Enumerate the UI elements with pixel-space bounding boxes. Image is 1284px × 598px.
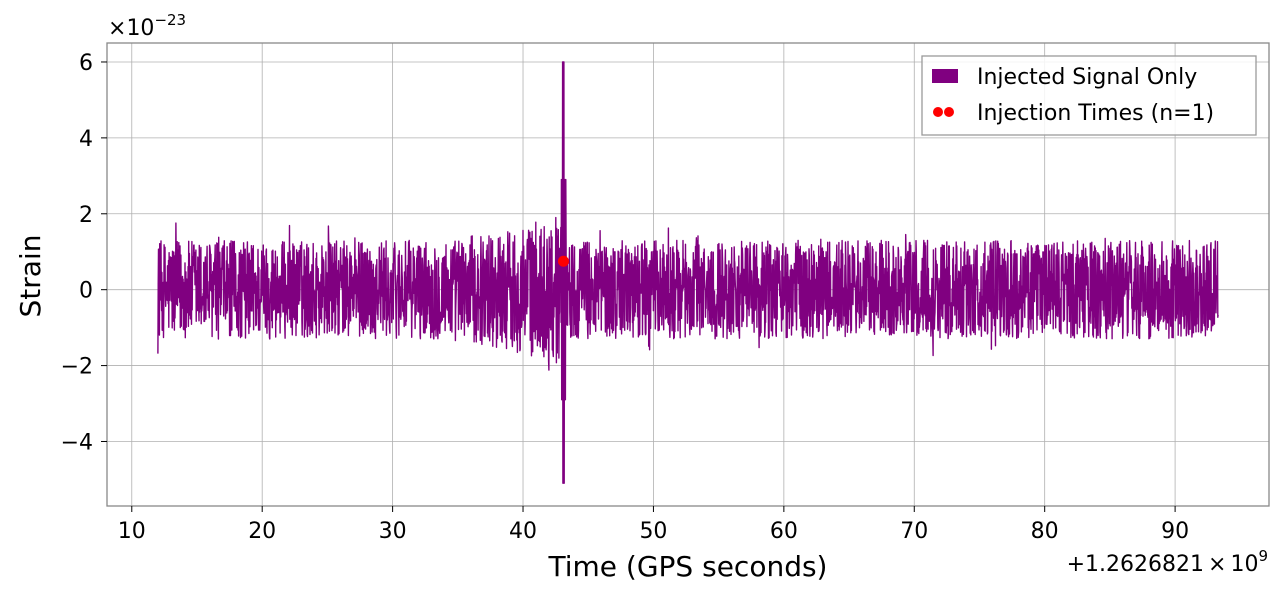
- y-tick-label: −2: [61, 355, 93, 380]
- series-line-injected-signal: [157, 61, 1219, 484]
- legend-swatch-signal: [932, 69, 958, 83]
- x-tick-label: 70: [900, 519, 928, 544]
- x-tick-label: 60: [770, 519, 798, 544]
- y-axis-label: Strain: [14, 235, 47, 318]
- x-tick-label: 90: [1161, 519, 1189, 544]
- y-tick-label: 4: [79, 127, 93, 152]
- x-axis-label: Time (GPS seconds): [548, 550, 828, 583]
- x-tick-label: 30: [379, 519, 407, 544]
- y-tick-label: 2: [79, 203, 93, 228]
- x-tick-label: 50: [639, 519, 667, 544]
- y-tick-label: −4: [61, 430, 93, 455]
- plot-frame: [106, 42, 1270, 507]
- legend-marker-injection-1: [933, 107, 943, 117]
- x-offset-label: +1.2626821 × 109: [1067, 547, 1268, 577]
- x-tick-label: 40: [509, 519, 537, 544]
- legend: Injected Signal Only Injection Times (n=…: [921, 55, 1257, 136]
- x-tick-label: 10: [118, 519, 146, 544]
- legend-box: [921, 55, 1257, 136]
- axis-ticks: 10 20 30 40 50 60 70 80 90 −4 −2 0 2 4 6: [61, 51, 1190, 544]
- y-tick-label: 6: [79, 51, 93, 76]
- legend-label-injection: Injection Times (n=1): [977, 101, 1214, 126]
- x-tick-label: 80: [1031, 519, 1059, 544]
- legend-label-signal: Injected Signal Only: [977, 65, 1197, 90]
- y-scale-label: ×10−23: [108, 11, 186, 41]
- plot-area: [157, 61, 1219, 484]
- x-tick-label: 20: [248, 519, 276, 544]
- legend-marker-injection-2: [944, 107, 954, 117]
- y-tick-label: 0: [79, 279, 93, 304]
- injection-time-point: [557, 255, 569, 267]
